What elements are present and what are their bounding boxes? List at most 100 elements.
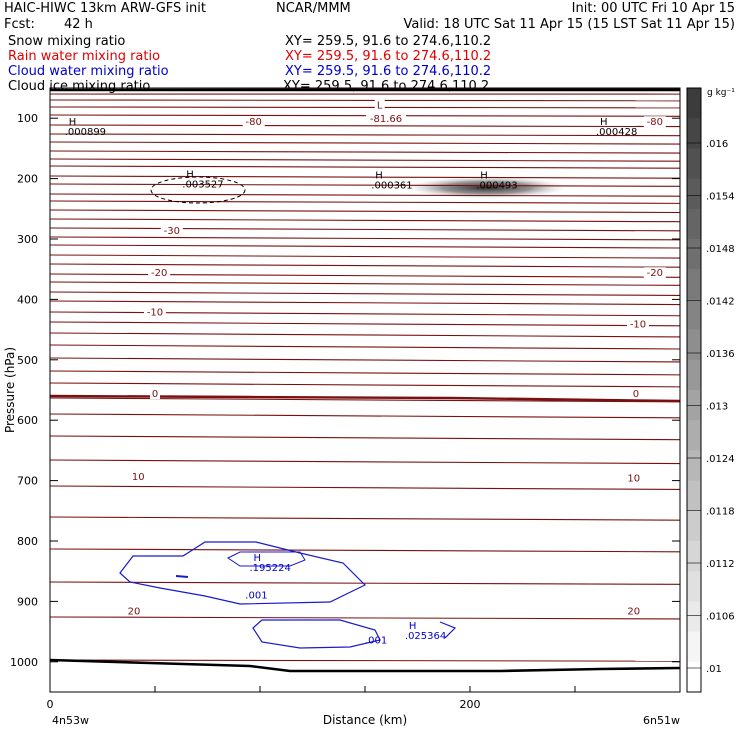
maximum-value: .000361 — [371, 180, 412, 191]
isotherm-label: 10 — [132, 472, 145, 483]
isotherm-label-bg — [130, 470, 147, 482]
isotherm-line — [49, 321, 681, 327]
isotherm-line — [49, 435, 681, 441]
y-tick-label: 900 — [17, 595, 38, 608]
maximum-value: .000428 — [596, 127, 637, 138]
isotherm-label: 0 — [633, 389, 639, 400]
maximum-marker: H — [375, 170, 383, 181]
ground-surface — [49, 658, 681, 673]
isotherm-label: -10 — [630, 320, 646, 331]
plot-frame — [49, 87, 681, 693]
isotherm-line — [49, 165, 681, 169]
isotherm-line — [49, 150, 681, 154]
isotherm-line — [49, 300, 681, 306]
cloud-ice-contour — [150, 176, 246, 204]
forecast-label: Fcst: — [4, 17, 35, 32]
isotherm-label-bg — [150, 388, 160, 400]
y-tick-label: 800 — [17, 535, 38, 548]
colorbar-segment — [687, 359, 701, 391]
isotherm-label: -20 — [151, 268, 167, 279]
colorbar-segment — [687, 299, 701, 331]
colorbar-units: g kg⁻¹ — [707, 88, 735, 98]
isotherm-line — [49, 133, 681, 137]
isotherm-label: -81.66 — [370, 114, 402, 125]
isotherm-line — [49, 193, 681, 197]
isotherm-label-bg — [625, 605, 642, 617]
colorbar-segment — [687, 510, 701, 542]
isotherm-label: 20 — [128, 606, 141, 617]
isotherm-label-bg — [374, 99, 385, 111]
y-tick-label: 200 — [17, 173, 38, 186]
colorbar-segment — [687, 450, 701, 482]
colorbar-label: .0118 — [706, 507, 735, 518]
isotherm-label: -80 — [246, 117, 262, 128]
isotherm-label-bg — [643, 267, 666, 279]
field-name-snow: Snow mixing ratio — [8, 34, 126, 49]
isotherm-line — [49, 516, 681, 521]
colorbar-segment — [687, 601, 701, 633]
maximum-value: .000899 — [65, 127, 106, 138]
y-tick-label: 300 — [17, 233, 38, 246]
y-tick-label: 500 — [17, 354, 38, 367]
isotherm-label-bg — [148, 267, 171, 279]
colorbar-label: .01 — [706, 664, 722, 675]
isotherm-label: 0 — [152, 389, 158, 400]
isotherm-line — [49, 254, 681, 259]
isotherm-line — [49, 227, 681, 232]
colorbar-segment — [687, 420, 701, 451]
maximum-value: .003527 — [182, 180, 223, 191]
isotherm-line — [49, 281, 681, 286]
isotherm-label: -30 — [164, 226, 180, 237]
isotherm-line — [49, 141, 681, 145]
colorbar-segment — [687, 541, 701, 572]
y-tick-label: 700 — [17, 475, 38, 488]
isotherm-line — [49, 124, 681, 128]
isotherm-line — [49, 382, 681, 388]
isotherm-label: 20 — [627, 606, 640, 617]
field-xy-cloud-water: XY= 259.5, 91.6 to 274.6,110.2 — [285, 64, 492, 79]
colorbar-segment — [687, 208, 701, 240]
isotherm-label-bg — [625, 472, 642, 484]
maximum-value: .025364 — [405, 631, 446, 642]
isotherm-line — [49, 236, 681, 241]
isotherm-label: -10 — [147, 308, 163, 319]
isotherm-label: -20 — [647, 268, 663, 279]
colorbar-segment — [687, 661, 701, 693]
colorbar-label: .0112 — [706, 559, 735, 570]
isotherm-label-bg — [627, 318, 649, 330]
isotherm-line — [49, 291, 681, 297]
x-tick-label: 0 — [47, 698, 54, 711]
valid-time: Valid: 18 UTC Sat 11 Apr 15 (15 LST Sat … — [403, 17, 735, 32]
x-tick-label: 200 — [460, 698, 481, 711]
x-end-label-left: 4n53w — [52, 714, 89, 727]
isotherm-line — [49, 183, 681, 187]
field-xy-snow: XY= 259.5, 91.6 to 274.6,110.2 — [285, 34, 492, 49]
isotherm-label: 10 — [627, 474, 640, 485]
contour-label: .001 — [365, 636, 387, 647]
cloud-water-contour — [119, 541, 367, 605]
colorbar-label: .0142 — [706, 297, 735, 308]
isotherm-label-bg — [144, 306, 166, 318]
colorbar-segment — [687, 329, 701, 361]
maximum-marker: H — [600, 117, 608, 128]
colorbar-segment — [687, 148, 701, 180]
colorbar-label: .0106 — [706, 612, 735, 623]
maximum-marker: H — [254, 553, 262, 564]
maximum-marker: H — [186, 170, 194, 181]
isotherm-label-bg — [643, 116, 666, 128]
model-title: HAIC-HIWC 13km ARW-GFS init — [4, 1, 206, 16]
colorbar-segment — [687, 118, 701, 149]
x-axis-label: Distance (km) — [323, 713, 407, 727]
colorbar-segment — [687, 239, 701, 270]
y-tick-label: 400 — [17, 293, 38, 306]
isotherm-line — [49, 485, 681, 491]
x-end-label-right: 6n51w — [643, 714, 680, 727]
field-name-rain: Rain water mixing ratio — [8, 49, 161, 64]
colorbar-label: .0148 — [706, 244, 735, 255]
snow-shading — [406, 176, 567, 199]
field-xy-rain: XY= 259.5, 91.6 to 274.6,110.2 — [285, 49, 492, 64]
colorbar-segment — [687, 178, 701, 210]
isotherm-line — [49, 99, 681, 102]
isotherm-line — [49, 370, 681, 376]
